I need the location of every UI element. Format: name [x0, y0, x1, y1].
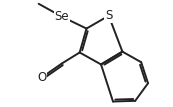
Text: Se: Se [54, 10, 69, 23]
Text: O: O [37, 71, 47, 84]
Text: S: S [105, 9, 112, 22]
